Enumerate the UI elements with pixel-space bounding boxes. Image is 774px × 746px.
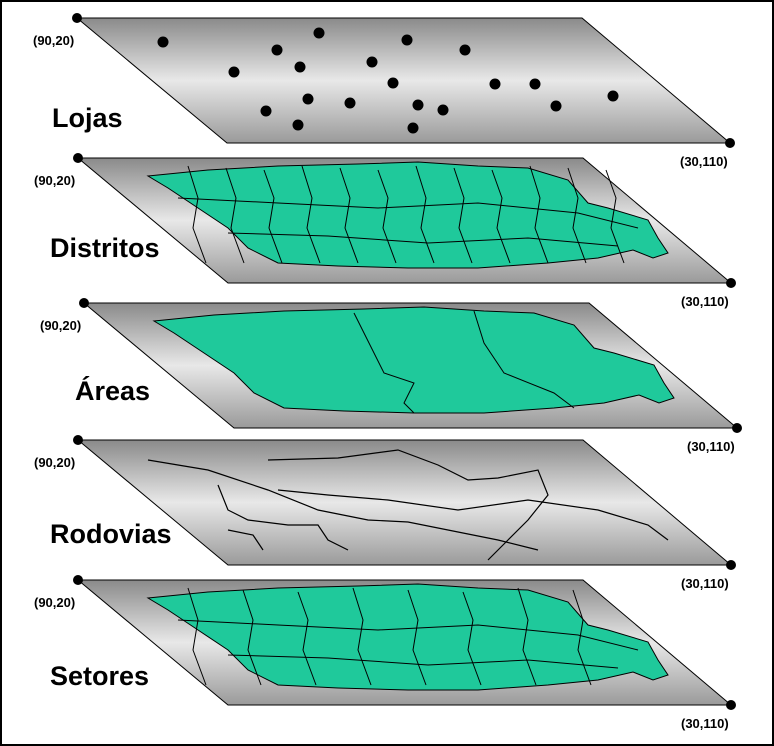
layer xyxy=(78,440,731,565)
corner-dot xyxy=(73,575,83,585)
corner-top-label: (90,20) xyxy=(33,33,74,48)
store-dot xyxy=(293,120,304,131)
layer xyxy=(84,303,737,428)
layer-label: Rodovias xyxy=(50,519,172,549)
store-dot xyxy=(229,67,240,78)
corner-dot xyxy=(79,298,89,308)
corner-top-label: (90,20) xyxy=(40,318,81,333)
corner-dot xyxy=(726,560,736,570)
corner-dot xyxy=(72,13,82,23)
corner-dot xyxy=(725,138,735,148)
store-dot xyxy=(408,123,419,134)
store-dot xyxy=(551,101,562,112)
store-dot xyxy=(438,105,449,116)
layer-label: Setores xyxy=(50,661,149,691)
corner-top-label: (90,20) xyxy=(34,595,75,610)
corner-bottom-label: (30,110) xyxy=(681,716,729,731)
store-dot xyxy=(367,57,378,68)
corner-dot xyxy=(732,423,742,433)
layer-label: Lojas xyxy=(52,103,123,133)
corner-bottom-label: (30,110) xyxy=(680,154,728,169)
store-dot xyxy=(388,78,399,89)
store-dot xyxy=(490,79,501,90)
corner-dot xyxy=(73,153,83,163)
corner-dot xyxy=(726,700,736,710)
layer-label: Áreas xyxy=(75,375,150,406)
store-dot xyxy=(295,62,306,73)
layer xyxy=(78,158,731,283)
corner-dot xyxy=(726,278,736,288)
corner-top-label: (90,20) xyxy=(34,173,75,188)
layer xyxy=(78,580,731,705)
layer-label: Distritos xyxy=(50,233,160,263)
store-dot xyxy=(314,28,325,39)
corner-bottom-label: (30,110) xyxy=(681,576,729,591)
store-dot xyxy=(460,45,471,56)
store-dot xyxy=(158,37,169,48)
store-dot xyxy=(272,45,283,56)
store-dot xyxy=(530,79,541,90)
store-dot xyxy=(261,106,272,117)
store-dot xyxy=(402,35,413,46)
store-dot xyxy=(413,100,424,111)
store-dot xyxy=(345,98,356,109)
store-dot xyxy=(303,94,314,105)
corner-bottom-label: (30,110) xyxy=(681,294,729,309)
corner-top-label: (90,20) xyxy=(34,455,75,470)
store-dot xyxy=(608,91,619,102)
corner-bottom-label: (30,110) xyxy=(687,439,735,454)
layers-diagram: (90,20) (30,110) Lojas (90,20) (30,110) Distr… xyxy=(0,0,774,746)
corner-dot xyxy=(73,435,83,445)
